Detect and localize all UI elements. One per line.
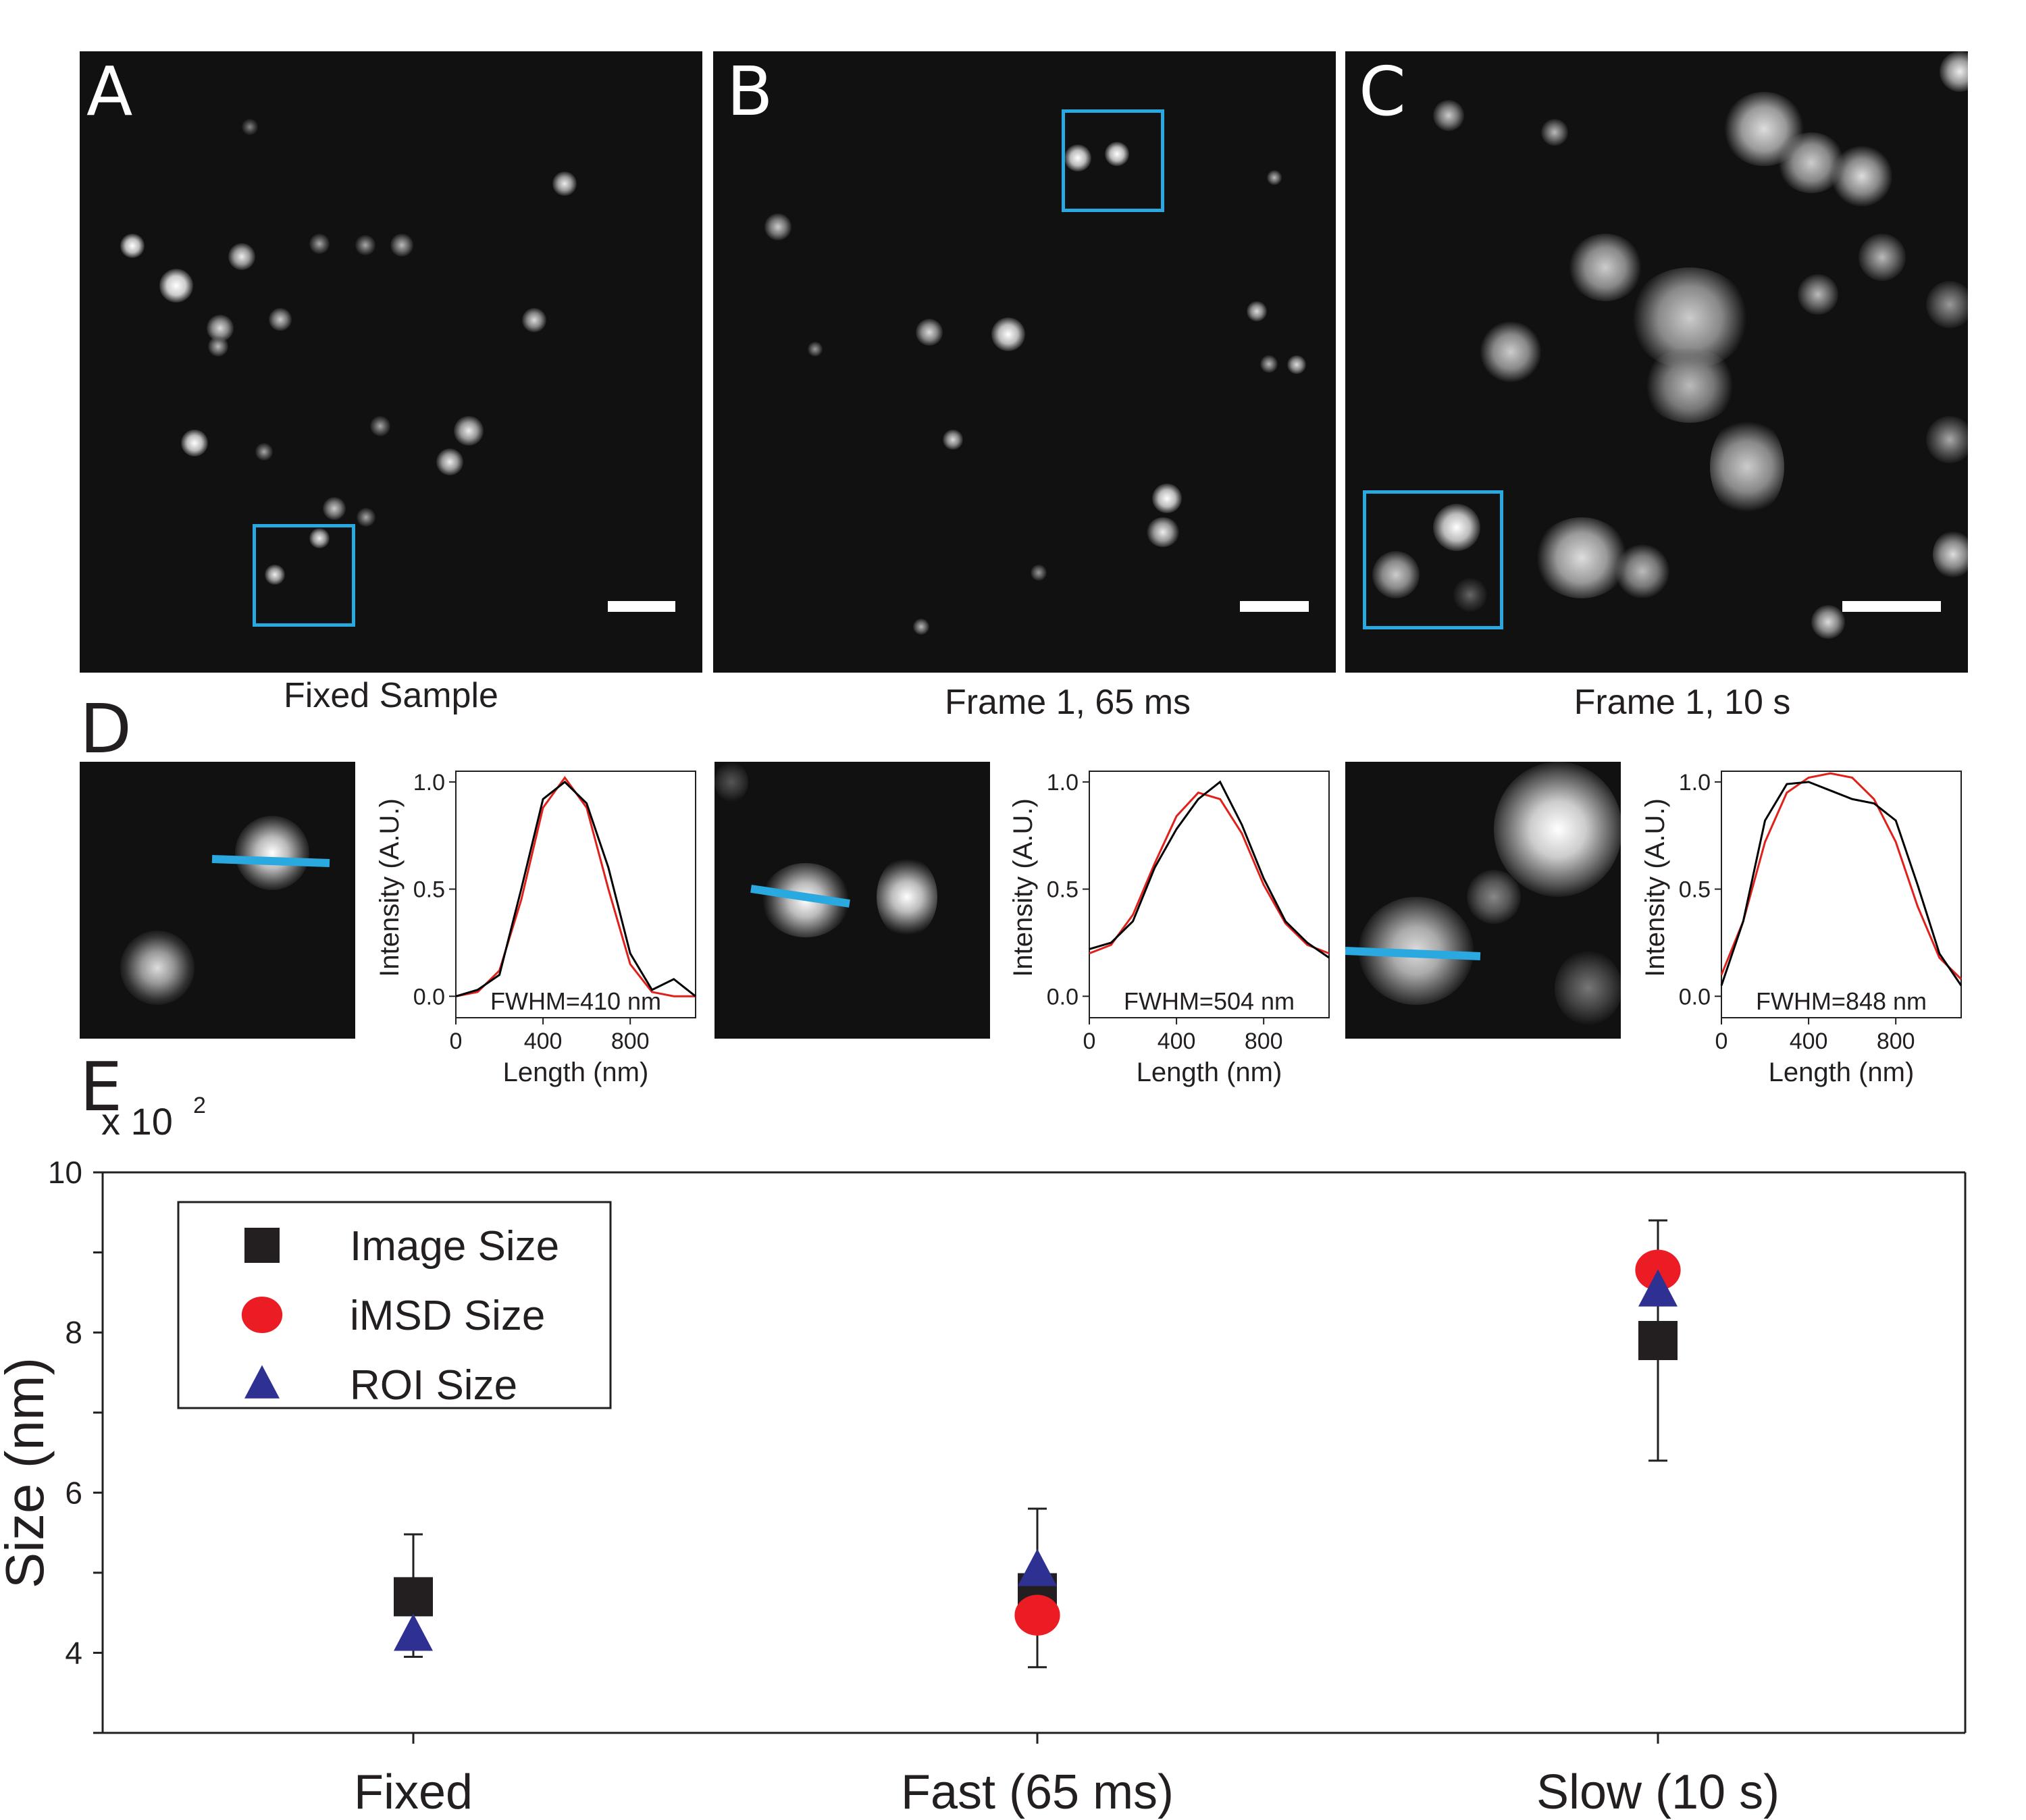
x-tick-label: Fast (65 ms)	[901, 1765, 1174, 1819]
y-tick-label: 1.0	[1047, 770, 1079, 796]
y-tick-label: 0.5	[1047, 877, 1079, 903]
panel-letter-e: E	[80, 1047, 123, 1126]
x-tick-label: 400	[524, 1029, 563, 1054]
x-axis-label: Length (nm)	[503, 1058, 649, 1087]
x-tick-label: Slow (10 s)	[1536, 1765, 1780, 1819]
zoom-image-3	[1345, 762, 1621, 1039]
fwhm-label: FWHM=410 nm	[490, 987, 661, 1015]
x-tick-label: 0	[1083, 1029, 1096, 1054]
roi-box-b	[1062, 109, 1164, 212]
y-tick-label: 0.5	[413, 877, 445, 903]
profile-data-line	[1089, 780, 1330, 959]
x-tick-label: 0	[1715, 1029, 1728, 1054]
legend-label: ROI Size	[350, 1362, 517, 1409]
y-tick-label: 1.0	[1679, 770, 1711, 796]
micrograph-c: C	[1345, 51, 1968, 673]
caption-frame-10s: Frame 1, 10 s	[1574, 683, 1791, 722]
legend-label: Image Size	[350, 1223, 559, 1270]
gaussian-fit-line	[1089, 791, 1330, 955]
x-tick-label: 400	[1790, 1029, 1828, 1054]
y-tick-label: 6	[65, 1475, 82, 1510]
y-tick-label: 4	[65, 1635, 82, 1670]
y-tick-label: 1.0	[413, 770, 445, 796]
x-tick-label: 0	[450, 1029, 463, 1054]
roi-box-a	[253, 524, 355, 627]
zoom-image-2	[715, 762, 990, 1039]
panel-letter-b: B	[727, 52, 773, 131]
fwhm-label: FWHM=848 nm	[1756, 987, 1927, 1015]
fwhm-label: FWHM=504 nm	[1124, 987, 1295, 1015]
y-tick-label: 0.0	[1679, 984, 1711, 1010]
data-point-square	[394, 1577, 433, 1617]
x-tick-label: 400	[1158, 1029, 1196, 1054]
micrograph-a: A	[80, 51, 702, 673]
profile-data-line	[1720, 781, 1963, 987]
x-tick-label: 800	[1245, 1029, 1283, 1054]
gaussian-fit-line	[455, 775, 696, 997]
intensity-profile-1: 0.0 0.5 1.0 0 400 800 Length (nm) Intensity (A.…	[375, 770, 696, 1087]
data-point-triangle	[394, 1613, 433, 1651]
data-point-circle	[1014, 1594, 1060, 1636]
legend-marker-triangle	[244, 1365, 280, 1399]
plot-frame	[1721, 771, 1962, 1018]
profile-data-line	[455, 780, 696, 997]
legend-label: iMSD Size	[350, 1293, 545, 1339]
x-tick-label: Fixed	[354, 1765, 473, 1819]
data-point-triangle	[1018, 1549, 1057, 1586]
intensity-profile-2: 0.0 0.5 1.0 0 400 800 Length (nm) Intensity (A.…	[1008, 770, 1330, 1087]
y-tick-label: 0.0	[413, 984, 445, 1010]
y-axis-label: Size (nm)	[0, 1357, 55, 1588]
plot-frame	[1089, 771, 1330, 1018]
legend-marker-square	[244, 1228, 280, 1263]
scale-bar-b	[1240, 601, 1309, 612]
y-tick-label: 10	[48, 1155, 82, 1190]
x-axis-label: Length (nm)	[1137, 1058, 1282, 1087]
scale-bar-a	[608, 601, 675, 612]
data-point-triangle	[1638, 1269, 1678, 1307]
y-axis-label: Intensity (A.U.)	[1640, 798, 1670, 977]
y-axis-label: Intensity (A.U.)	[1008, 798, 1038, 977]
scale-bar-c	[1842, 601, 1941, 612]
plot-frame	[455, 771, 696, 1018]
panel-letter-a: A	[86, 52, 133, 131]
y-tick-label: 0.0	[1047, 984, 1079, 1010]
axis-multiplier: x 10	[101, 1100, 173, 1143]
panel-letter-c: C	[1359, 52, 1406, 131]
legend-marker-circle	[241, 1296, 283, 1334]
caption-fixed-sample: Fixed Sample	[284, 676, 498, 715]
x-axis-label: Length (nm)	[1769, 1058, 1915, 1087]
gaussian-fit-line	[1720, 772, 1963, 980]
zoom-image-1	[80, 762, 355, 1039]
roi-box-c	[1363, 490, 1503, 629]
y-tick-label: 8	[65, 1315, 82, 1350]
data-point-square	[1638, 1321, 1678, 1360]
x-tick-label: 800	[1877, 1029, 1915, 1054]
y-tick-label: 0.5	[1679, 877, 1711, 903]
axis-multiplier-exponent: 2	[193, 1094, 206, 1118]
panel-letter-d: D	[80, 690, 132, 769]
x-tick-label: 800	[611, 1029, 650, 1054]
micrograph-b: B	[713, 51, 1336, 673]
intensity-profile-3: 0.0 0.5 1.0 0 400 800 Length (nm) Intensity (A.…	[1640, 770, 1963, 1087]
size-chart: x 10 2 4 6 8 10 Size (nm) Fixed Fast (65 ms) Slow…	[0, 1094, 1967, 1819]
caption-frame-65ms: Frame 1, 65 ms	[944, 683, 1191, 722]
y-axis-label: Intensity (A.U.)	[375, 798, 405, 977]
